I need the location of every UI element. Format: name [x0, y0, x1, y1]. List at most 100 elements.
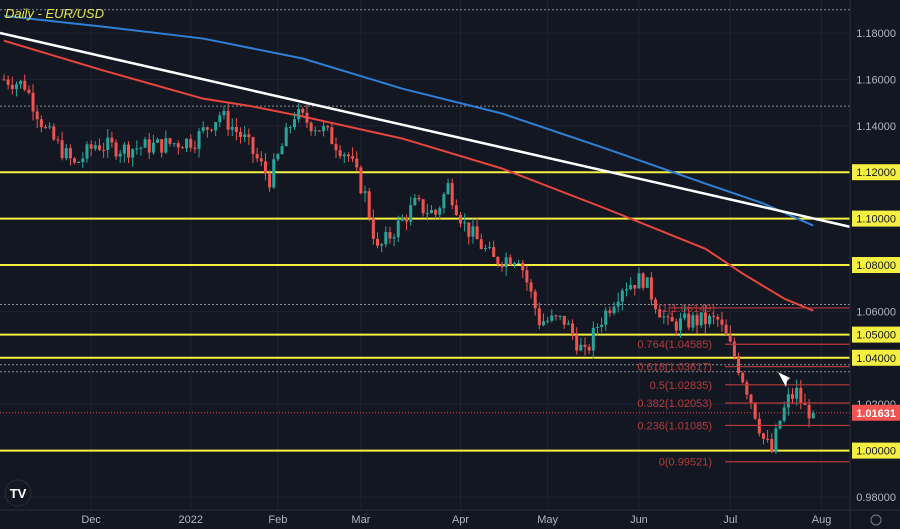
candle	[205, 127, 209, 130]
candle	[222, 110, 226, 116]
candle	[654, 299, 658, 310]
candle	[334, 144, 338, 151]
candle	[81, 158, 85, 162]
trendline	[0, 31, 856, 230]
candle	[678, 318, 682, 331]
candle	[683, 313, 687, 319]
candle	[512, 263, 516, 265]
candle	[463, 222, 467, 224]
price-level-label: 1.05000	[856, 330, 896, 342]
candle	[811, 412, 815, 419]
candle	[243, 134, 247, 138]
candle	[284, 127, 288, 147]
current-price-badge	[852, 404, 900, 421]
candle	[633, 285, 637, 289]
settings-gear-icon[interactable]	[870, 514, 882, 526]
candle	[396, 220, 400, 238]
time-tick-label: Mar	[351, 514, 370, 526]
candle	[562, 315, 566, 325]
candle	[400, 217, 404, 221]
candle	[127, 144, 130, 158]
candle	[625, 289, 628, 291]
candle	[89, 144, 93, 149]
candle	[471, 226, 475, 237]
candle	[454, 205, 458, 216]
candle	[317, 130, 321, 132]
candle	[371, 218, 375, 239]
candle	[479, 239, 483, 249]
candle	[438, 208, 442, 215]
candle	[160, 139, 164, 153]
candle	[566, 323, 570, 325]
candle	[293, 119, 296, 128]
candle	[147, 139, 151, 153]
candle	[156, 139, 160, 143]
candle	[172, 143, 176, 145]
candle	[259, 158, 263, 162]
candle	[720, 319, 724, 325]
candle	[604, 310, 608, 325]
candle	[388, 232, 392, 239]
candle	[737, 356, 741, 374]
candle	[367, 191, 371, 219]
candle	[712, 315, 716, 317]
candle	[749, 394, 753, 403]
candle	[529, 282, 533, 292]
candle	[52, 126, 56, 140]
price-level-label: 1.00000	[856, 446, 896, 458]
price-tick-label: 1.16000	[856, 74, 896, 86]
candle	[533, 291, 537, 309]
candle	[766, 438, 770, 440]
candle	[97, 145, 101, 150]
candle	[234, 126, 238, 132]
candle	[691, 315, 695, 328]
fib-level-label: 0.5(1.02835)	[650, 380, 712, 392]
candle	[330, 127, 334, 145]
candle	[201, 127, 205, 132]
fib-level-label: 0.236(1.01085)	[637, 420, 712, 432]
candle	[517, 262, 521, 264]
candle	[695, 315, 699, 326]
price-level-label: 1.12000	[856, 167, 896, 179]
candle	[189, 138, 193, 148]
ma-200-line	[3, 14, 814, 227]
candle	[226, 110, 230, 130]
candle	[500, 264, 504, 268]
candle	[376, 238, 379, 246]
candle	[176, 143, 180, 148]
price-tick-label: 0.98000	[856, 492, 896, 504]
candle	[595, 326, 599, 328]
candle	[288, 127, 292, 129]
candle	[724, 324, 728, 335]
price-level-label: 1.04000	[856, 353, 896, 365]
candle	[56, 139, 60, 141]
fib-level-label: 0.382(1.02053)	[637, 398, 712, 410]
candle	[280, 146, 284, 155]
candle	[247, 134, 251, 138]
candle	[214, 122, 218, 131]
candle	[421, 199, 425, 214]
candle	[795, 387, 799, 399]
candle	[629, 285, 633, 290]
candle	[442, 194, 446, 209]
candle	[728, 334, 732, 342]
candle	[429, 209, 433, 214]
price-level-badge	[852, 326, 900, 343]
candle	[778, 420, 782, 429]
candle	[114, 142, 118, 157]
candle	[612, 306, 616, 314]
candle	[488, 247, 492, 249]
candle	[230, 126, 234, 130]
price-level-badge	[852, 349, 900, 366]
candle	[143, 139, 147, 148]
candle	[591, 327, 595, 351]
candle	[342, 154, 346, 157]
candle	[587, 346, 591, 351]
candle	[122, 144, 126, 154]
candle	[741, 373, 745, 383]
candle	[27, 89, 31, 93]
price-tick-label: 1.18000	[856, 28, 896, 40]
tradingview-logo-icon	[4, 479, 32, 507]
